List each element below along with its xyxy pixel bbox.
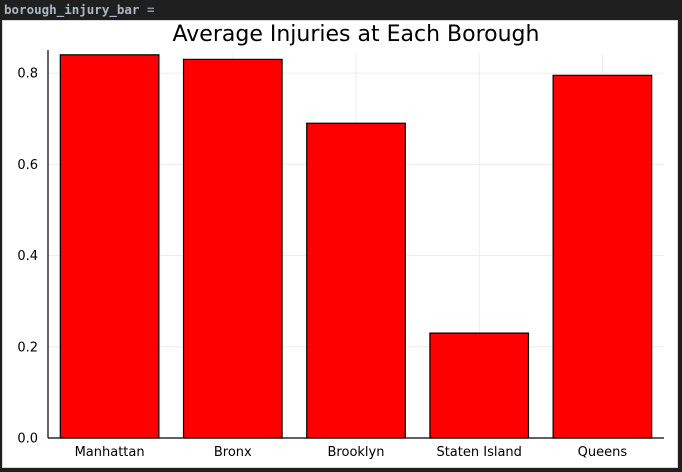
y-tick-label: 0.6 [17, 158, 38, 173]
cell-variable-label[interactable]: borough_injury_bar = [4, 2, 155, 17]
x-tick-label: Manhattan [75, 445, 145, 460]
cell-assign-symbol: = [147, 2, 155, 17]
cell-variable-name: borough_injury_bar [4, 2, 140, 17]
axes [47, 50, 664, 439]
notebook-cell-header: borough_injury_bar = [0, 0, 682, 20]
bar-brooklyn [306, 122, 406, 439]
bar-queens [552, 74, 653, 439]
y-tick-labels: 0.0 0.2 0.4 0.6 0.8 [17, 67, 38, 447]
x-tick-label: Queens [578, 445, 628, 460]
x-tick-label: Bronx [214, 445, 252, 460]
chart-title: Average Injuries at Each Borough [173, 22, 540, 47]
y-tick-label: 0.0 [17, 432, 38, 447]
x-tick-label: Staten Island [436, 445, 521, 460]
bar-bronx [182, 58, 283, 439]
y-tick-label: 0.8 [17, 67, 38, 82]
x-tick-label: Brooklyn [328, 445, 385, 460]
bar-staten-island [429, 332, 530, 439]
x-tick-labels: Manhattan Bronx Brooklyn Staten Island Queen… [75, 445, 628, 460]
y-tick-label: 0.2 [17, 340, 38, 355]
bars [59, 54, 653, 439]
y-tick-label: 0.4 [17, 249, 38, 264]
bar-manhattan [59, 54, 160, 439]
